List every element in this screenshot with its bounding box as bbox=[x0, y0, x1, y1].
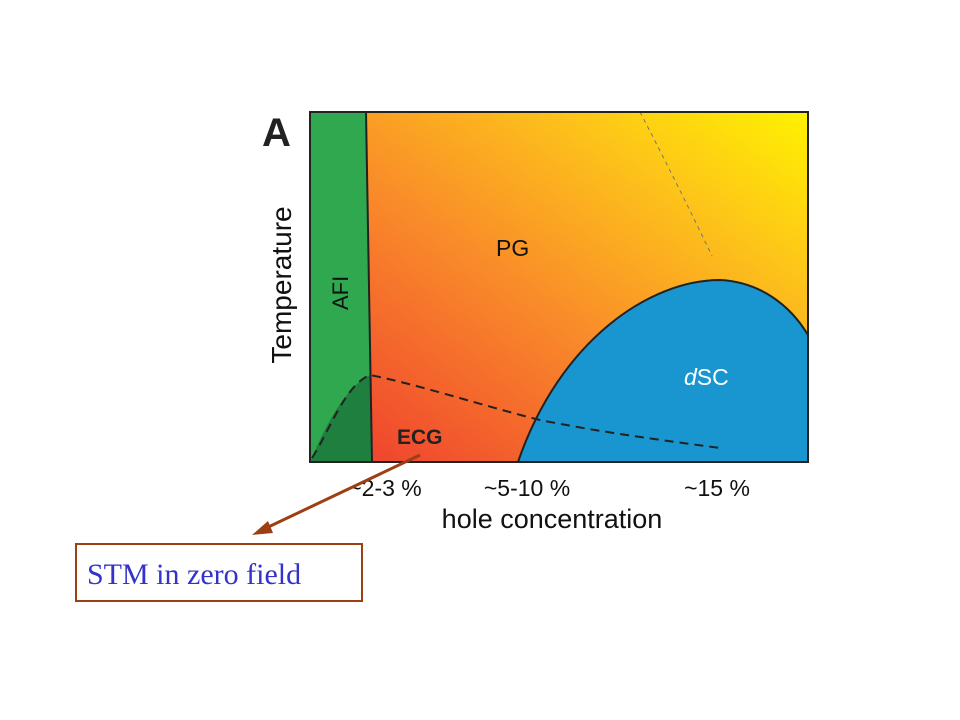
panel-letter: A bbox=[262, 111, 291, 155]
x-axis-label: hole concentration bbox=[442, 504, 663, 534]
afi-region bbox=[310, 112, 372, 462]
ecg-label: ECG bbox=[397, 426, 443, 449]
pg-label: PG bbox=[496, 235, 529, 261]
x-tick-label-3: ~15 % bbox=[684, 475, 750, 501]
afi-ecg-overlap bbox=[310, 375, 372, 462]
dsc-label-rest: SC bbox=[697, 364, 729, 390]
x-tick-label-1: ~2-3 % bbox=[348, 475, 422, 501]
callout-box bbox=[75, 543, 363, 602]
ecg-dashed-boundary bbox=[311, 373, 721, 459]
callout-text: STM in zero field bbox=[87, 558, 301, 591]
afi-label: AFI bbox=[328, 276, 353, 310]
callout-arrow-line bbox=[261, 453, 421, 532]
pseudogap-crossover-line bbox=[639, 112, 713, 257]
x-tick-label-2: ~5-10 % bbox=[484, 475, 570, 501]
dsc-label-italic: d bbox=[684, 364, 698, 390]
afi-boundary-line bbox=[365, 112, 373, 462]
callout-arrow-head bbox=[252, 521, 273, 535]
plot-frame bbox=[309, 111, 809, 463]
dsc-region bbox=[518, 280, 808, 462]
dsc-label: dSC bbox=[684, 364, 729, 390]
dsc-boundary-line bbox=[517, 278, 808, 462]
y-axis-label: Temperature bbox=[266, 206, 297, 363]
